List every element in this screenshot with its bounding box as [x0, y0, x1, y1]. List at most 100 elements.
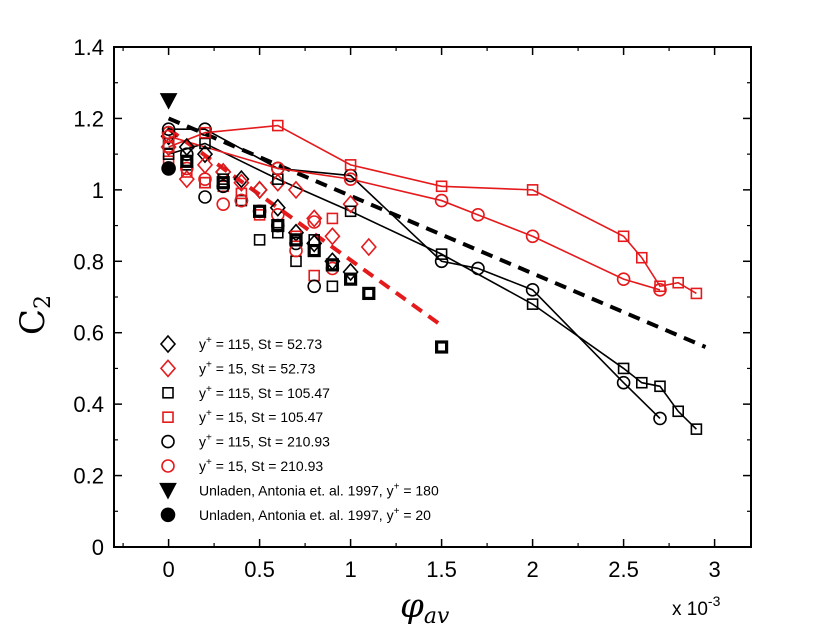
legend: y+ = 115, St = 52.73y+ = 15, St = 52.73y…	[159, 334, 439, 523]
legend-label-suffix: = 20	[399, 507, 431, 523]
y-tick-label: 0.2	[73, 464, 104, 489]
l1-point	[344, 205, 357, 218]
s6-point	[180, 161, 194, 176]
l3-point	[690, 287, 703, 300]
y-tick-label: 0	[92, 535, 104, 560]
fit-red	[167, 127, 443, 328]
s6-point	[161, 125, 176, 140]
y-tick-label: 1.4	[73, 35, 104, 60]
legend-label-sup: +	[206, 457, 212, 468]
legend-label-s2: y+ = 15, St = 52.73	[199, 359, 316, 376]
s7-point	[435, 340, 449, 354]
x-axis-label-sub: av	[424, 604, 450, 625]
x-tick-label: 1.5	[426, 557, 457, 582]
legend-marker-u1	[159, 482, 177, 500]
x-scale-exponent: -3	[708, 593, 721, 609]
legend-label-sup: +	[206, 408, 212, 419]
legend-label-prefix: y	[199, 434, 206, 450]
legend-marker-s1	[159, 334, 177, 354]
legend-label-suffix: = 115, St = 210.93	[212, 434, 330, 450]
l2-point	[434, 254, 449, 269]
l2-point	[653, 411, 667, 426]
s4-point	[235, 187, 248, 200]
s2-point	[324, 227, 341, 246]
s3-point	[253, 234, 266, 246]
legend-label-s3: y+ = 115, St = 105.47	[199, 384, 330, 401]
legend-label-s1: y+ = 115, St = 52.73	[199, 335, 322, 352]
l3-point	[672, 276, 685, 289]
s7-point	[253, 204, 267, 218]
y-axis-label-sub: 2	[31, 295, 56, 309]
legend-label-suffix: = 115, St = 105.47	[212, 385, 330, 401]
s7-point	[307, 243, 321, 258]
data-markers	[159, 93, 703, 435]
s2-point	[360, 237, 377, 257]
legend-marker-s4	[162, 411, 174, 424]
legend-label-prefix: Unladen, Antonia et. al. 1997, y	[199, 482, 394, 498]
legend-marker-s2	[159, 359, 177, 378]
l3-point	[344, 159, 357, 171]
l4-point	[653, 283, 667, 297]
legend-label-s4: y+ = 15, St = 105.47	[199, 408, 323, 425]
legend-label-sup: +	[394, 481, 400, 492]
s1-point	[196, 144, 214, 164]
l1-point	[672, 405, 685, 418]
s1-point	[342, 262, 359, 282]
s6-point	[234, 193, 249, 208]
legend-marker-s5	[161, 434, 175, 449]
l1-point	[617, 362, 630, 375]
s7-point	[180, 154, 194, 168]
l4-line	[168, 135, 661, 291]
x-tick-label: 2	[526, 557, 538, 582]
s3-point	[290, 255, 302, 268]
l3-point	[435, 180, 448, 193]
l1-point	[635, 376, 648, 389]
y-tick-label: 1	[92, 178, 104, 203]
s2-point	[287, 180, 305, 200]
s5-point	[198, 190, 212, 204]
y-tick-label: 1.2	[73, 106, 104, 131]
y-tick-label: 0.4	[73, 392, 104, 417]
legend-label-s6: y+ = 15, St = 210.93	[199, 457, 323, 474]
legend-label-prefix: Unladen, Antonia et. al. 1997, y	[199, 507, 394, 523]
s6-point	[216, 197, 230, 211]
x-tick-label: 0	[162, 557, 174, 582]
s7-point	[325, 258, 339, 272]
s6-point	[198, 172, 212, 186]
l1-point	[654, 380, 666, 393]
l3-point	[526, 184, 539, 196]
x-axis-label-main: φ	[400, 586, 424, 625]
l3-point	[199, 126, 211, 139]
l4-point	[434, 193, 449, 208]
l2-point	[525, 283, 540, 297]
l2-point	[471, 261, 485, 276]
plot-frame	[113, 46, 752, 548]
legend-label-u1: Unladen, Antonia et. al. 1997, y+ = 180	[199, 481, 439, 498]
s7-point	[216, 176, 230, 190]
s2-point	[306, 209, 323, 228]
legend-label-suffix: = 115, St = 52.73	[212, 336, 322, 352]
x-tick-label: 3	[708, 557, 720, 582]
legend-label-prefix: y	[199, 409, 206, 425]
s7-point	[289, 233, 303, 247]
legend-label-s5: y+ = 115, St = 210.93	[199, 433, 330, 450]
s6-point	[307, 215, 322, 229]
x-tick-label: 2.5	[608, 557, 639, 582]
s3-point	[326, 280, 339, 293]
l4-point	[616, 272, 631, 286]
l3-point	[271, 119, 284, 132]
legend-label-prefix: y	[199, 336, 206, 352]
l2-point	[198, 122, 212, 136]
legend-marker-s3	[162, 386, 174, 399]
l4-point	[343, 172, 358, 186]
s4-point	[308, 269, 321, 282]
legend-label-sup: +	[206, 359, 212, 370]
l4-point	[270, 161, 285, 176]
l2-line	[168, 128, 661, 419]
l1-point	[526, 298, 539, 310]
legend-label-u2: Unladen, Antonia et. al. 1997, y+ = 20	[199, 506, 431, 523]
y-axis-label: C2	[13, 295, 56, 335]
s1-point	[269, 198, 286, 217]
s3-point	[235, 194, 248, 207]
y-tick-label: 0.6	[73, 321, 104, 346]
